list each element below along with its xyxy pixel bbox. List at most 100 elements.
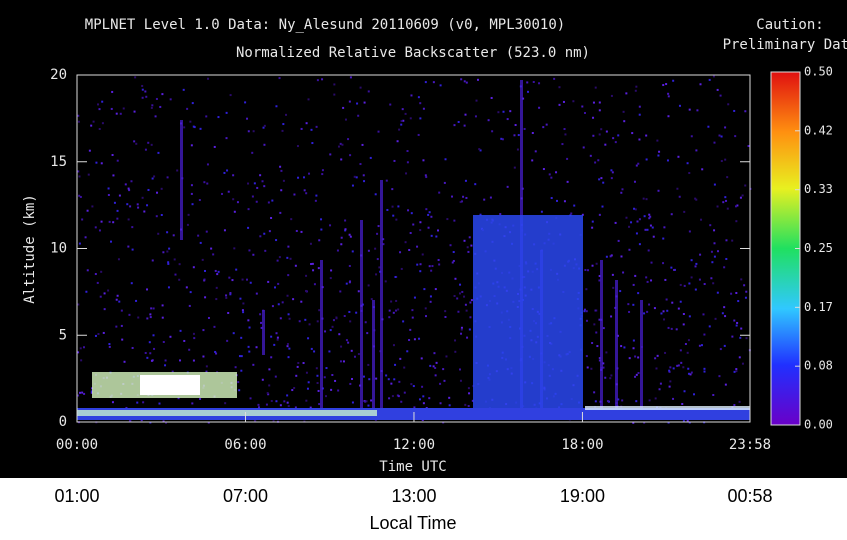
speckle	[191, 203, 194, 206]
speckle	[502, 110, 505, 113]
speckle	[668, 370, 671, 373]
speckle	[232, 174, 235, 177]
speckle	[378, 266, 381, 269]
speckle	[437, 229, 440, 232]
speckle	[690, 135, 693, 138]
speckle	[140, 419, 143, 422]
speckle	[419, 221, 422, 224]
speckle	[397, 395, 400, 398]
speckle	[364, 321, 367, 324]
speckle	[305, 289, 308, 292]
speckle	[404, 112, 407, 115]
speckle	[627, 303, 630, 306]
speckle	[331, 374, 334, 377]
speckle	[226, 169, 229, 172]
speckle	[130, 180, 133, 183]
speckle	[665, 83, 668, 86]
speckle	[183, 126, 186, 129]
speckle	[390, 382, 393, 385]
speckle	[86, 209, 89, 212]
speckle	[736, 321, 739, 324]
speckle	[81, 218, 84, 221]
speckle	[410, 94, 413, 97]
speckle	[634, 89, 637, 92]
speckle	[604, 143, 607, 146]
speckle	[435, 361, 438, 364]
speckle	[430, 215, 433, 218]
speckle	[246, 278, 249, 281]
speckle	[113, 201, 116, 204]
speckle	[357, 114, 360, 117]
colorbar-tick-label: 0.50	[804, 65, 833, 79]
speckle	[267, 393, 270, 396]
speckle	[419, 398, 422, 401]
speckle	[149, 352, 152, 355]
speckle	[150, 359, 153, 362]
speckle	[451, 261, 454, 264]
speckle	[217, 116, 220, 119]
speckle	[340, 345, 343, 348]
speckle	[289, 257, 292, 260]
speckle	[453, 219, 456, 222]
speckle	[663, 226, 666, 229]
speckle	[351, 250, 354, 253]
speckle	[683, 390, 686, 393]
colorbar-tick-label: 0.42	[804, 123, 833, 137]
speckle	[408, 248, 411, 251]
speckle	[130, 282, 133, 285]
speckle	[718, 134, 721, 137]
speckle	[141, 88, 144, 91]
speckle	[385, 374, 388, 377]
streak	[380, 180, 383, 420]
speckle	[631, 132, 634, 135]
speckle	[225, 137, 228, 140]
speckle	[344, 229, 347, 232]
speckle	[376, 258, 379, 261]
speckle	[669, 366, 672, 369]
speckle	[367, 249, 370, 252]
speckle	[444, 158, 447, 161]
speckle	[164, 359, 167, 362]
speckle	[417, 133, 420, 136]
speckle	[636, 220, 639, 223]
speckle	[392, 311, 395, 314]
speckle	[340, 243, 343, 246]
speckle	[587, 269, 590, 272]
speckle	[349, 154, 352, 157]
speckle	[178, 278, 181, 281]
speckle	[391, 205, 394, 208]
speckle	[315, 125, 318, 128]
speckle	[153, 347, 156, 350]
speckle	[654, 397, 657, 400]
speckle	[287, 356, 290, 359]
speckle	[147, 141, 150, 144]
speckle	[460, 328, 463, 331]
speckle	[403, 391, 406, 394]
speckle	[400, 120, 403, 123]
speckle	[522, 97, 525, 100]
speckle	[367, 90, 370, 93]
speckle	[146, 356, 149, 359]
speckle	[724, 315, 727, 318]
speckle	[214, 350, 217, 353]
speckle	[149, 316, 152, 319]
speckle	[628, 225, 631, 228]
speckle	[726, 176, 729, 179]
speckle	[387, 378, 390, 381]
speckle	[144, 351, 147, 354]
speckle	[283, 400, 286, 403]
speckle	[435, 235, 438, 238]
speckle	[161, 316, 164, 319]
speckle	[246, 117, 249, 120]
speckle	[675, 328, 678, 331]
speckle	[356, 102, 359, 105]
speckle	[279, 317, 282, 320]
speckle	[274, 375, 277, 378]
speckle	[564, 133, 567, 136]
speckle	[712, 75, 715, 78]
speckle	[344, 118, 347, 121]
speckle	[202, 329, 205, 332]
speckle	[686, 162, 689, 165]
speckle	[332, 319, 335, 322]
speckle	[573, 204, 576, 207]
